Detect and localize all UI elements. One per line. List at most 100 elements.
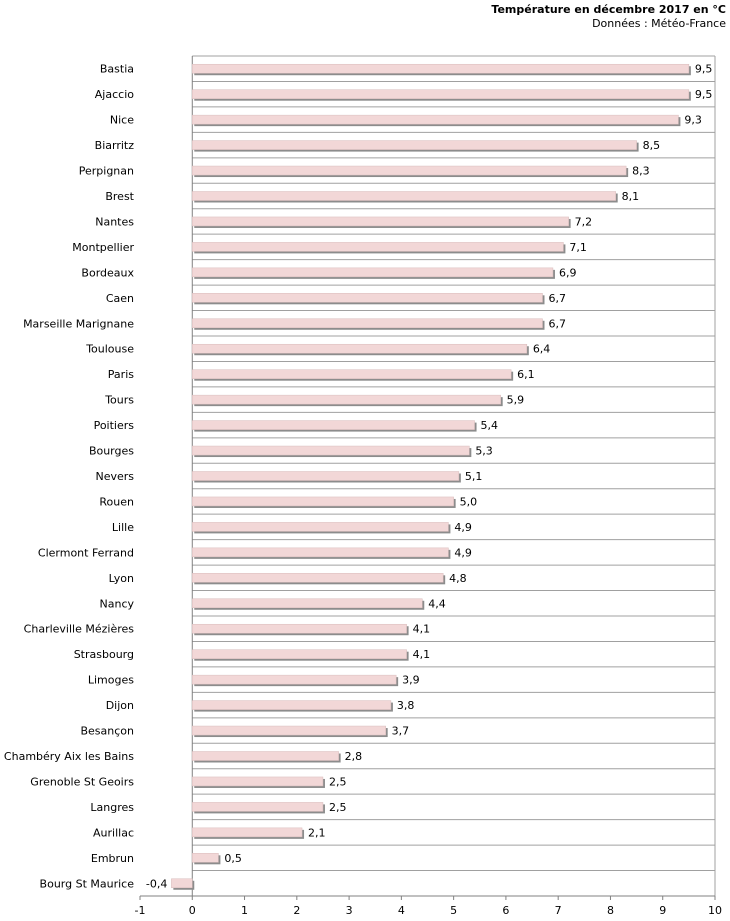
value-label: 4,9 bbox=[454, 546, 472, 559]
bar bbox=[192, 598, 423, 609]
value-label: 3,7 bbox=[392, 725, 410, 738]
category-label: Nantes bbox=[95, 215, 134, 228]
value-label: 6,9 bbox=[559, 266, 577, 279]
bar bbox=[192, 343, 528, 354]
bar bbox=[192, 649, 407, 659]
value-label: 3,9 bbox=[402, 674, 420, 687]
x-tick-label: 4 bbox=[398, 904, 405, 917]
bar bbox=[192, 522, 449, 532]
category-label: Paris bbox=[108, 368, 134, 381]
bar bbox=[192, 623, 407, 634]
category-label: Poitiers bbox=[94, 419, 135, 432]
x-tick-label: 0 bbox=[189, 904, 196, 917]
value-label: 4,1 bbox=[413, 623, 431, 636]
x-tick-label: 7 bbox=[555, 904, 562, 917]
category-label: Besançon bbox=[80, 725, 134, 738]
category-label: Bastia bbox=[100, 63, 134, 76]
category-label: Embrun bbox=[91, 852, 134, 865]
category-label: Langres bbox=[90, 801, 134, 814]
bar bbox=[192, 369, 512, 379]
value-label: 4,9 bbox=[454, 521, 472, 534]
value-label: 4,8 bbox=[449, 572, 467, 585]
value-label: 5,3 bbox=[475, 445, 493, 458]
category-label: Montpellier bbox=[72, 241, 134, 254]
category-label: Lyon bbox=[109, 572, 134, 585]
category-label: Perpignan bbox=[79, 165, 134, 178]
category-label: Brest bbox=[105, 190, 134, 203]
category-label: Toulouse bbox=[85, 343, 134, 356]
category-label: Biarritz bbox=[95, 139, 135, 152]
x-tick-label: 9 bbox=[659, 904, 666, 917]
value-label: 7,1 bbox=[569, 241, 587, 254]
value-label: 8,1 bbox=[622, 190, 640, 203]
value-label: 5,1 bbox=[465, 470, 483, 483]
bar bbox=[192, 827, 303, 838]
value-label: -0,4 bbox=[146, 877, 167, 890]
bar bbox=[192, 89, 690, 99]
x-tick-label: 6 bbox=[502, 904, 509, 917]
value-label: 9,5 bbox=[695, 88, 713, 101]
category-label: Bordeaux bbox=[81, 266, 134, 279]
bar bbox=[192, 63, 690, 74]
bar bbox=[192, 445, 470, 456]
category-label: Marseille Marignane bbox=[23, 317, 134, 330]
value-label: 0,5 bbox=[224, 852, 242, 865]
bar bbox=[192, 802, 324, 812]
bar bbox=[192, 853, 219, 863]
value-label: 9,3 bbox=[684, 114, 702, 127]
value-label: 2,5 bbox=[329, 775, 347, 788]
value-label: 6,7 bbox=[549, 317, 567, 330]
bar bbox=[192, 471, 460, 481]
value-label: 8,5 bbox=[643, 139, 661, 152]
bar bbox=[192, 140, 637, 150]
bar bbox=[192, 573, 444, 583]
value-label: 4,4 bbox=[428, 597, 446, 610]
category-label: Caen bbox=[106, 292, 134, 305]
category-label: Nice bbox=[110, 114, 134, 127]
value-label: 2,8 bbox=[345, 750, 363, 763]
bar bbox=[192, 242, 564, 252]
category-label: Lille bbox=[112, 521, 134, 534]
bar bbox=[192, 496, 454, 507]
bar bbox=[192, 420, 475, 430]
bar bbox=[192, 700, 392, 710]
category-label: Strasbourg bbox=[74, 648, 134, 661]
bar bbox=[192, 114, 679, 125]
category-label: Tours bbox=[104, 394, 134, 407]
bar bbox=[192, 547, 449, 558]
x-tick-label: -1 bbox=[135, 904, 146, 917]
value-label: 8,3 bbox=[632, 165, 650, 178]
category-label: Charleville Mézières bbox=[24, 623, 135, 636]
value-label: 2,5 bbox=[329, 801, 347, 814]
x-tick-label: 3 bbox=[346, 904, 353, 917]
x-tick-label: 1 bbox=[241, 904, 248, 917]
value-label: 5,4 bbox=[481, 419, 499, 432]
category-label: Chambéry Aix les Bains bbox=[4, 750, 134, 763]
category-label: Dijon bbox=[106, 699, 134, 712]
category-label: Bourg St Maurice bbox=[40, 877, 135, 890]
value-label: 5,0 bbox=[460, 495, 478, 508]
bar bbox=[192, 293, 543, 303]
value-label: 9,5 bbox=[695, 63, 713, 76]
value-label: 6,7 bbox=[549, 292, 567, 305]
chart-title: Température en décembre 2017 en °C bbox=[491, 3, 726, 16]
x-tick-label: 8 bbox=[607, 904, 614, 917]
bar bbox=[192, 776, 324, 787]
category-label: Ajaccio bbox=[95, 88, 134, 101]
bar bbox=[192, 191, 616, 201]
value-label: 3,8 bbox=[397, 699, 415, 712]
x-tick-label: 10 bbox=[708, 904, 722, 917]
bar bbox=[192, 267, 554, 278]
category-label: Bourges bbox=[89, 445, 134, 458]
bar bbox=[192, 216, 569, 227]
x-tick-label: 5 bbox=[450, 904, 457, 917]
bar bbox=[192, 725, 386, 736]
category-label: Nancy bbox=[100, 597, 135, 610]
value-label: 7,2 bbox=[575, 215, 593, 228]
category-label: Rouen bbox=[99, 495, 134, 508]
bar bbox=[192, 318, 543, 329]
value-label: 5,9 bbox=[507, 394, 525, 407]
bar bbox=[171, 878, 193, 889]
category-label: Clermont Ferrand bbox=[38, 546, 134, 559]
bar bbox=[192, 394, 501, 405]
